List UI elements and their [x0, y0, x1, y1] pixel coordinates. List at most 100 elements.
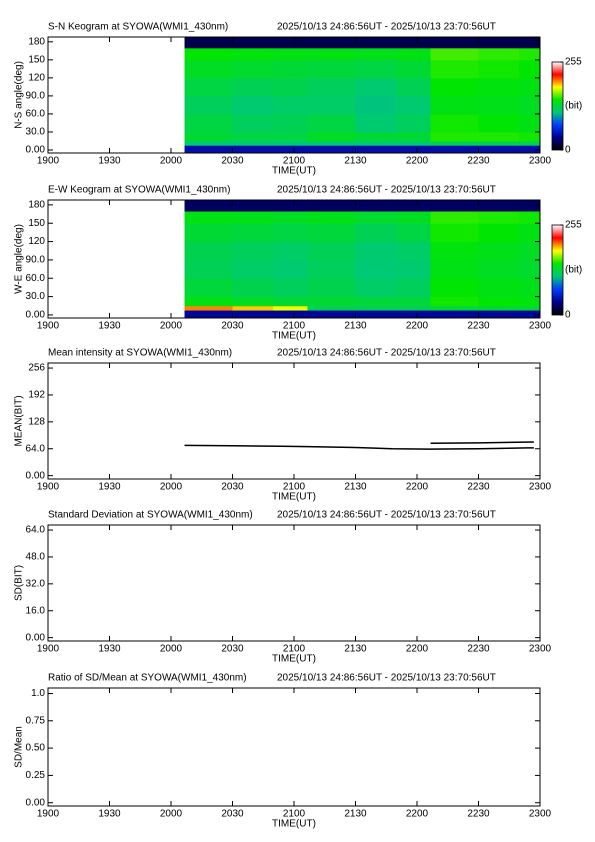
- heatmap-cell: [396, 223, 432, 243]
- y-tick-label: 32.0: [26, 578, 46, 589]
- heatmap-cell: [273, 113, 309, 133]
- heatmap-cell: [519, 296, 541, 307]
- chart-title: Ratio of SD/Mean at SYOWA(WMI1_430nm): [48, 673, 247, 684]
- x-tick-label: 2000: [160, 809, 183, 820]
- chart-title: Mean intensity at SYOWA(WMI1_430nm): [48, 348, 232, 359]
- y-tick-label: 0.50: [26, 743, 46, 754]
- heatmap-cell: [232, 140, 274, 146]
- heatmap-cell: [396, 305, 432, 311]
- heatmap-cell: [396, 59, 432, 79]
- y-axis-label: W-E angle(deg): [14, 224, 25, 294]
- y-tick-label: 64.0: [26, 525, 46, 536]
- heatmap-cell: [478, 37, 520, 49]
- heatmap-cell: [355, 278, 397, 298]
- heatmap-cell: [355, 47, 397, 61]
- heatmap-cell: [184, 113, 233, 133]
- heatmap-cell: [307, 310, 356, 319]
- heatmap-cell: [430, 296, 479, 307]
- x-axis-label: TIME(UT): [272, 166, 316, 177]
- heatmap-cell: [307, 131, 356, 142]
- heatmap-cell: [396, 37, 432, 49]
- y-tick-label: 0.00: [26, 632, 46, 643]
- heatmap-cell: [273, 59, 309, 79]
- colorbar-label: (bit): [565, 265, 582, 276]
- heatmap-cell: [396, 278, 432, 298]
- x-tick-label: 2200: [406, 644, 429, 655]
- heatmap-cell: [478, 140, 520, 146]
- heatmap-cell: [273, 47, 309, 61]
- heatmap-cell: [307, 95, 356, 115]
- heatmap-cell: [232, 296, 274, 307]
- heatmap-cell: [273, 200, 309, 212]
- heatmap-cell: [355, 95, 397, 115]
- heatmap-cell: [396, 310, 432, 319]
- heatmap-cell: [273, 305, 309, 311]
- heatmap-cell: [519, 140, 541, 146]
- x-tick-label: 2000: [160, 644, 183, 655]
- heatmap-cell: [355, 37, 397, 49]
- heatmap-cell: [232, 241, 274, 261]
- heatmap-cell: [519, 278, 541, 298]
- x-axis-label: TIME(UT): [272, 654, 316, 665]
- y-tick-label: 256: [28, 363, 45, 374]
- heatmap-cell: [273, 145, 309, 154]
- heatmap-cell: [307, 211, 356, 224]
- y-tick-label: 120: [28, 73, 45, 84]
- heatmap-cell: [430, 278, 479, 298]
- y-tick-label: 0.00: [26, 797, 46, 808]
- heatmap-cell: [396, 95, 432, 115]
- heatmap-cell: [184, 223, 233, 243]
- y-tick-label: 0.00: [26, 145, 46, 156]
- heatmap-cell: [307, 259, 356, 279]
- heatmap-cell: [396, 241, 432, 261]
- heatmap-cell: [478, 305, 520, 311]
- colorbar: [551, 61, 564, 151]
- x-tick-label: 2230: [467, 809, 490, 820]
- y-tick-label: 60.0: [26, 273, 46, 284]
- heatmap-cell: [355, 305, 397, 311]
- y-tick-label: 30.0: [26, 291, 46, 302]
- x-tick-label: 2030: [221, 321, 244, 332]
- heatmap-cell: [396, 296, 432, 307]
- heatmap-cell: [184, 241, 233, 261]
- y-axis-label: SD(BIT): [14, 565, 25, 601]
- x-tick-label: 1930: [98, 482, 121, 493]
- heatmap-cell: [396, 259, 432, 279]
- heatmap-cell: [184, 296, 233, 307]
- heatmap-cell: [232, 278, 274, 298]
- heatmap-cell: [184, 77, 233, 97]
- heatmap-cell: [430, 113, 479, 133]
- heatmap-cell: [519, 113, 541, 133]
- heatmap-cell: [273, 259, 309, 279]
- x-tick-label: 2200: [406, 321, 429, 332]
- x-tick-label: 2200: [406, 809, 429, 820]
- y-tick-label: 0.75: [26, 715, 46, 726]
- x-tick-label: 2300: [529, 482, 552, 493]
- heatmap-cell: [232, 259, 274, 279]
- y-tick-label: 180: [28, 36, 45, 47]
- time-range: 2025/10/13 24:86:56UT - 2025/10/13 23:70…: [277, 185, 496, 196]
- x-tick-label: 2300: [529, 809, 552, 820]
- heatmap-cell: [355, 113, 397, 133]
- heatmap-cell: [232, 211, 274, 224]
- heatmap-cell: [430, 77, 479, 97]
- heatmap-cell: [232, 113, 274, 133]
- heatmap-cell: [184, 211, 233, 224]
- y-tick-label: 120: [28, 236, 45, 247]
- heatmap-cell: [307, 47, 356, 61]
- heatmap-cell: [519, 95, 541, 115]
- x-tick-label: 2130: [344, 644, 367, 655]
- x-axis-label: TIME(UT): [272, 492, 316, 503]
- y-tick-label: 64.0: [26, 443, 46, 454]
- heatmap-cell: [519, 223, 541, 243]
- heatmap-cell: [478, 296, 520, 307]
- y-tick-label: 0.00: [26, 310, 46, 321]
- heatmap-cell: [430, 95, 479, 115]
- heatmap-cell: [519, 47, 541, 61]
- x-tick-label: 2100: [283, 321, 306, 332]
- heatmap-cell: [519, 211, 541, 224]
- y-tick-label: 0.00: [26, 470, 46, 481]
- chart-title: Standard Deviation at SYOWA(WMI1_430nm): [48, 510, 253, 521]
- heatmap-cell: [519, 59, 541, 79]
- heatmap-cell: [519, 310, 541, 319]
